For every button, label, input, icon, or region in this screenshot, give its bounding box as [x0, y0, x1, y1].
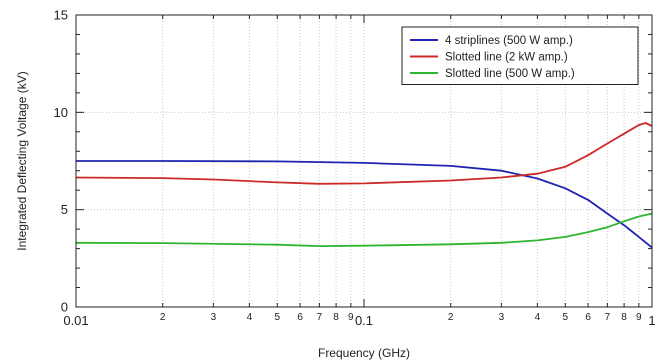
x-minor-tick-label: 4: [535, 312, 541, 323]
x-minor-tick-label: 7: [605, 312, 611, 323]
x-tick-label: 1: [648, 313, 655, 328]
x-minor-tick-label: 6: [585, 312, 591, 323]
x-tick-label: 0.01: [63, 313, 88, 328]
x-minor-tick-label: 9: [348, 312, 354, 323]
y-tick-label: 0: [61, 300, 68, 315]
y-tick-label: 15: [54, 8, 68, 23]
legend-label-2: Slotted line (2 kW amp.): [445, 52, 568, 64]
x-minor-tick-label: 7: [317, 312, 323, 323]
x-minor-tick-label: 5: [563, 312, 569, 323]
x-minor-tick-label: 9: [636, 312, 642, 323]
x-minor-tick-label: 5: [275, 312, 281, 323]
x-minor-tick-label: 3: [499, 312, 505, 323]
y-axis-title: Integrated Deflecting Voltage (kV): [15, 71, 29, 250]
x-minor-tick-label: 8: [333, 312, 339, 323]
series-line-2: [75, 122, 653, 185]
y-tick-label: 5: [61, 202, 68, 217]
series-layer: [75, 122, 653, 249]
series-line-3: [75, 212, 653, 248]
x-minor-tick-label: 3: [211, 312, 217, 323]
x-minor-tick-label: 6: [297, 312, 303, 323]
x-minor-tick-label: 2: [448, 312, 454, 323]
x-tick-label: 0.1: [355, 313, 373, 328]
legend-label-1: 4 striplines (500 W amp.): [445, 35, 573, 47]
legend-box: [401, 26, 639, 85]
series-line-1: [76, 160, 653, 249]
x-axis-title: Frequency (GHz): [318, 346, 410, 360]
x-minor-tick-label: 2: [160, 312, 166, 323]
x-minor-tick-label: 4: [247, 312, 253, 323]
legend-label-3: Slotted line (500 W amp.): [445, 68, 575, 80]
legend: 4 striplines (500 W amp.) Slotted line (2…: [401, 26, 639, 85]
x-minor-tick-label: 8: [621, 312, 627, 323]
y-tick-label: 10: [54, 105, 68, 120]
